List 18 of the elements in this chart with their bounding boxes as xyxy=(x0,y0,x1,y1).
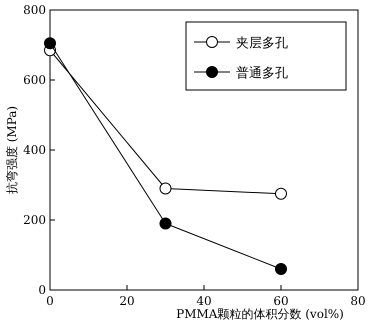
y-tick-label: 800 xyxy=(23,3,46,17)
y-tick-label: 200 xyxy=(23,213,46,227)
legend-label: 夹层多孔 xyxy=(236,36,288,51)
x-tick-label: 80 xyxy=(350,294,366,308)
y-tick-label: 600 xyxy=(23,73,46,87)
x-axis-title: PMMA颗粒的体积分数 (vol%) xyxy=(176,307,344,321)
point xyxy=(44,37,56,50)
x-tick-label: 60 xyxy=(273,294,289,308)
y-axis-title: 抗弯强度 (MPa) xyxy=(5,106,19,194)
legend-label: 普通多孔 xyxy=(236,65,288,81)
x-tick-label: 20 xyxy=(119,294,135,308)
x-tick-label: 40 xyxy=(196,294,212,308)
y-tick-label: 400 xyxy=(23,143,46,157)
point xyxy=(275,188,287,200)
point xyxy=(160,182,172,194)
point xyxy=(160,218,172,230)
y-tick-label: 0 xyxy=(38,283,46,297)
point xyxy=(275,263,287,275)
